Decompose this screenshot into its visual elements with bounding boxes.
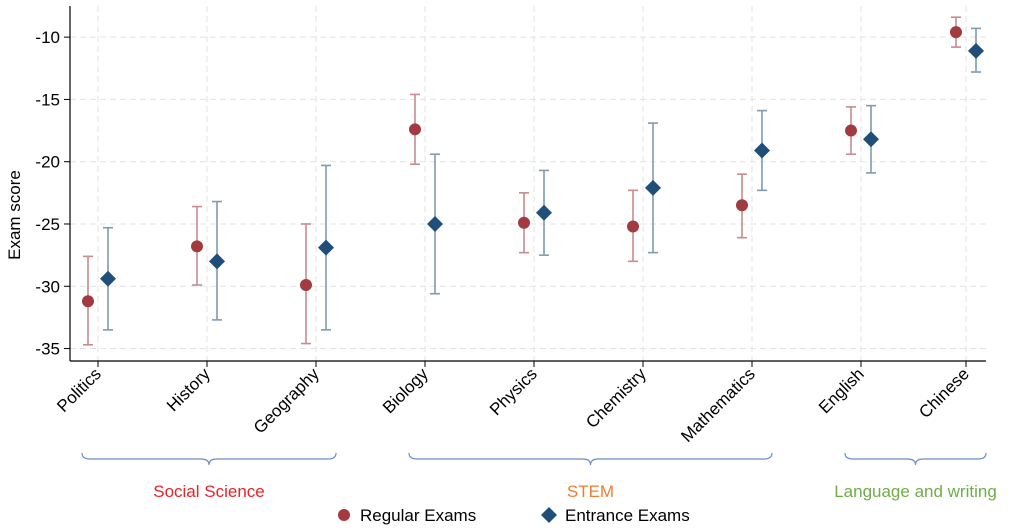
point-regular-politics [82,295,94,308]
x-tick-label-geography: Geography [250,364,323,437]
x-tick-label-history: History [163,364,214,415]
group-brace [408,452,773,466]
y-tick-label: -25 [35,215,60,234]
point-entrance-geography [318,239,334,256]
point-entrance-politics [100,270,116,287]
group-brace [844,452,987,466]
point-entrance-biology [427,215,443,232]
point-entrance-physics [536,204,552,221]
x-tick-label-mathematics: Mathematics [677,364,759,446]
point-entrance-chemistry [645,179,661,196]
y-tick-label: -15 [35,90,60,109]
data-points [82,26,984,308]
x-tick-label-chinese: Chinese [915,364,973,422]
group-label-stem: STEM [567,482,614,501]
point-regular-mathematics [736,199,748,212]
axes [69,6,986,362]
group-label-language-and-writing: Language and writing [834,482,997,501]
point-regular-geography [300,279,312,292]
point-regular-history [191,240,203,253]
y-tick-label: -20 [35,153,60,172]
legend-label-regular: Regular Exams [360,506,476,525]
y-tick-label: -10 [35,28,60,47]
x-tick-label-chemistry: Chemistry [582,364,650,432]
point-entrance-chinese [968,42,984,59]
y-axis-title: Exam score [5,170,24,260]
point-regular-chemistry [627,220,639,233]
legend-marker-regular [338,509,350,521]
point-regular-chinese [950,26,962,39]
point-entrance-mathematics [754,142,770,159]
point-regular-biology [409,123,421,136]
legend-label-entrance: Entrance Exams [565,506,690,525]
point-regular-physics [518,216,530,229]
grid-lines [70,6,986,361]
point-regular-english [845,124,857,137]
category-groups: Social Science STEM Language and writing [81,452,997,501]
x-tick-label-physics: Physics [486,364,541,419]
legend: Regular Exams Entrance Exams [338,506,690,525]
y-tick-label: -30 [35,277,60,296]
x-ticks: Politics History Geography Biology Physics Ch… [53,361,973,446]
point-entrance-english [863,131,879,148]
group-brace [81,452,337,466]
group-label-social-science: Social Science [153,482,265,501]
y-ticks: -10 -15 -20 -25 -30 -35 [35,28,70,359]
x-tick-label-biology: Biology [379,364,432,417]
legend-marker-entrance [541,507,557,523]
y-tick-label: -35 [35,340,60,359]
point-entrance-history [209,253,225,270]
x-tick-label-politics: Politics [53,364,105,416]
x-tick-label-english: English [815,364,868,417]
error-bars [83,16,981,346]
